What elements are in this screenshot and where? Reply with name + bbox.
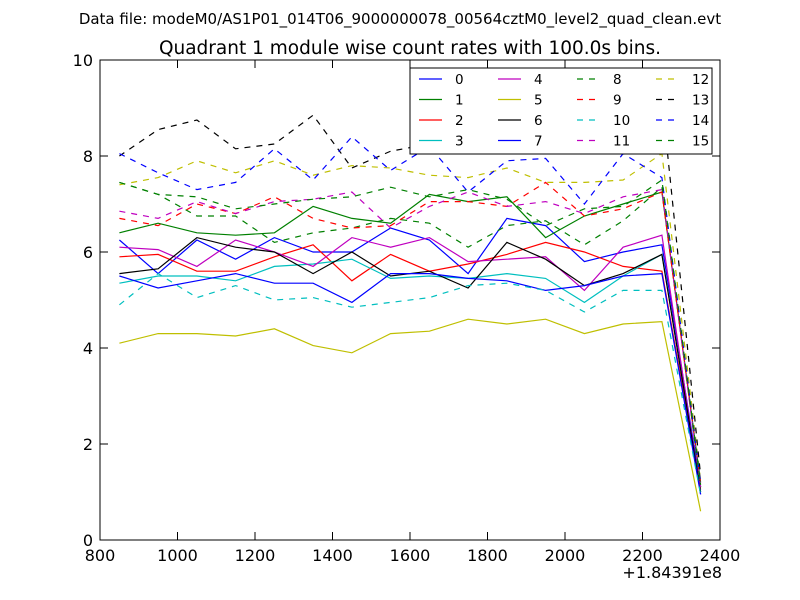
legend-label-13: 13 bbox=[692, 93, 709, 109]
legend-label-3: 3 bbox=[455, 134, 464, 150]
x-tick-label: 1400 bbox=[312, 546, 353, 565]
x-tick-label: 2200 bbox=[622, 546, 663, 565]
x-tick-label: 800 bbox=[85, 546, 116, 565]
series-line-13 bbox=[119, 97, 702, 476]
legend-label-4: 4 bbox=[534, 72, 543, 88]
series-line-4 bbox=[119, 234, 702, 495]
series-line-6 bbox=[119, 236, 702, 493]
chart-title: Quadrant 1 module wise count rates with … bbox=[159, 38, 661, 59]
plot-area: 800 1000 1200 1400 1600 1800 2000 2200 2400 0 2 4 6 8… bbox=[73, 51, 741, 565]
legend-label-14: 14 bbox=[692, 113, 709, 129]
y-tick-label: 2 bbox=[83, 435, 93, 454]
series-line-1 bbox=[119, 191, 702, 483]
series-line-11 bbox=[119, 188, 702, 488]
series-line-2 bbox=[119, 241, 702, 490]
series-line-15 bbox=[119, 178, 702, 485]
x-tick-label: 1200 bbox=[235, 546, 276, 565]
y-tick-label: 4 bbox=[83, 339, 93, 358]
legend-label-10: 10 bbox=[613, 113, 630, 129]
y-tick-label: 8 bbox=[83, 147, 93, 166]
x-tick-label: 2400 bbox=[700, 546, 741, 565]
x-offset-label: +1.84391e8 bbox=[622, 563, 722, 582]
legend-label-9: 9 bbox=[613, 93, 622, 109]
series-line-10 bbox=[119, 272, 702, 495]
x-tick-label: 1000 bbox=[157, 546, 198, 565]
legend-label-8: 8 bbox=[613, 72, 622, 88]
legend-label-6: 6 bbox=[534, 113, 543, 129]
series-line-9 bbox=[119, 181, 702, 483]
series-line-3 bbox=[119, 253, 702, 493]
x-tick-label: 2000 bbox=[545, 546, 586, 565]
series-line-14 bbox=[119, 135, 702, 483]
legend-label-15: 15 bbox=[692, 134, 709, 150]
legend-label-2: 2 bbox=[455, 113, 464, 129]
series-line-12 bbox=[119, 152, 702, 481]
x-tick-label: 1600 bbox=[390, 546, 431, 565]
y-tick-label: 6 bbox=[83, 243, 93, 262]
chart-suptitle: Data file: modeM0/AS1P01_014T06_90000000… bbox=[79, 10, 721, 29]
legend-label-12: 12 bbox=[692, 72, 709, 88]
series-line-0 bbox=[119, 217, 702, 488]
legend-label-5: 5 bbox=[534, 93, 543, 109]
legend-label-11: 11 bbox=[613, 134, 630, 150]
series-line-5 bbox=[119, 318, 702, 512]
legend-box bbox=[409, 67, 713, 155]
legend-label-7: 7 bbox=[534, 134, 543, 150]
legend-label-0: 0 bbox=[455, 72, 464, 88]
y-tick-label: 0 bbox=[83, 531, 93, 550]
series-line-7 bbox=[119, 272, 702, 495]
legend-label-1: 1 bbox=[455, 93, 464, 109]
y-tick-label: 10 bbox=[73, 51, 93, 70]
x-tick-label: 1800 bbox=[467, 546, 508, 565]
